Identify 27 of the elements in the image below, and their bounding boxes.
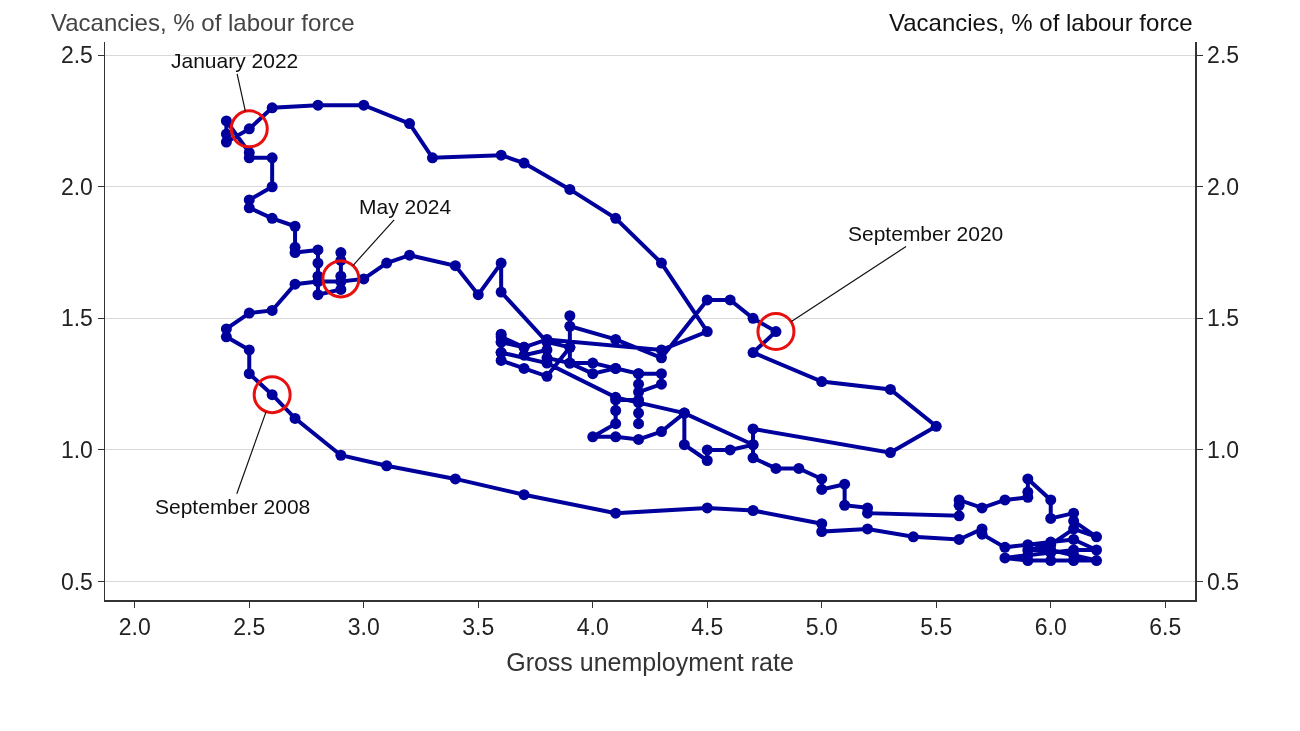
y-tick-label: 2.5 <box>60 42 93 69</box>
y-axis-title: Vacancies, % of labour force <box>51 9 355 36</box>
x-tick-label: 4.0 <box>576 614 609 641</box>
y2-tick-label: 0.5 <box>1207 568 1240 595</box>
x-axis-title: Gross unemployment rate <box>506 647 794 676</box>
x-tick-label: 3.0 <box>347 614 380 641</box>
y-tick-label: 2.0 <box>60 173 93 200</box>
annotation: May 2024 <box>359 195 452 218</box>
x-tick-label: 6.5 <box>1149 614 1182 641</box>
annotation: September 2008 <box>155 495 311 518</box>
x-tick-label: 6.0 <box>1034 614 1067 641</box>
x-tick-label: 2.5 <box>233 614 266 641</box>
y-tick-label: 0.5 <box>60 568 93 595</box>
x-tick-label: 2.0 <box>118 614 151 641</box>
x-tick-label: 3.5 <box>462 614 495 641</box>
x-tick-label: 5.0 <box>805 614 838 641</box>
x-tick-label: 5.5 <box>920 614 953 641</box>
x-tick-label: 4.5 <box>691 614 724 641</box>
annotation: January 2022 <box>171 49 299 72</box>
y-tick-label: 1.0 <box>60 437 93 464</box>
y2-tick-label: 2.0 <box>1207 173 1240 200</box>
y2-axis-title: Vacancies, % of labour force <box>889 9 1193 36</box>
y2-tick-label: 2.5 <box>1207 42 1240 69</box>
y2-tick-label: 1.0 <box>1207 437 1240 464</box>
y-tick-label: 1.5 <box>60 305 93 332</box>
annotation: September 2020 <box>848 222 1004 245</box>
y2-tick-label: 1.5 <box>1207 305 1240 332</box>
